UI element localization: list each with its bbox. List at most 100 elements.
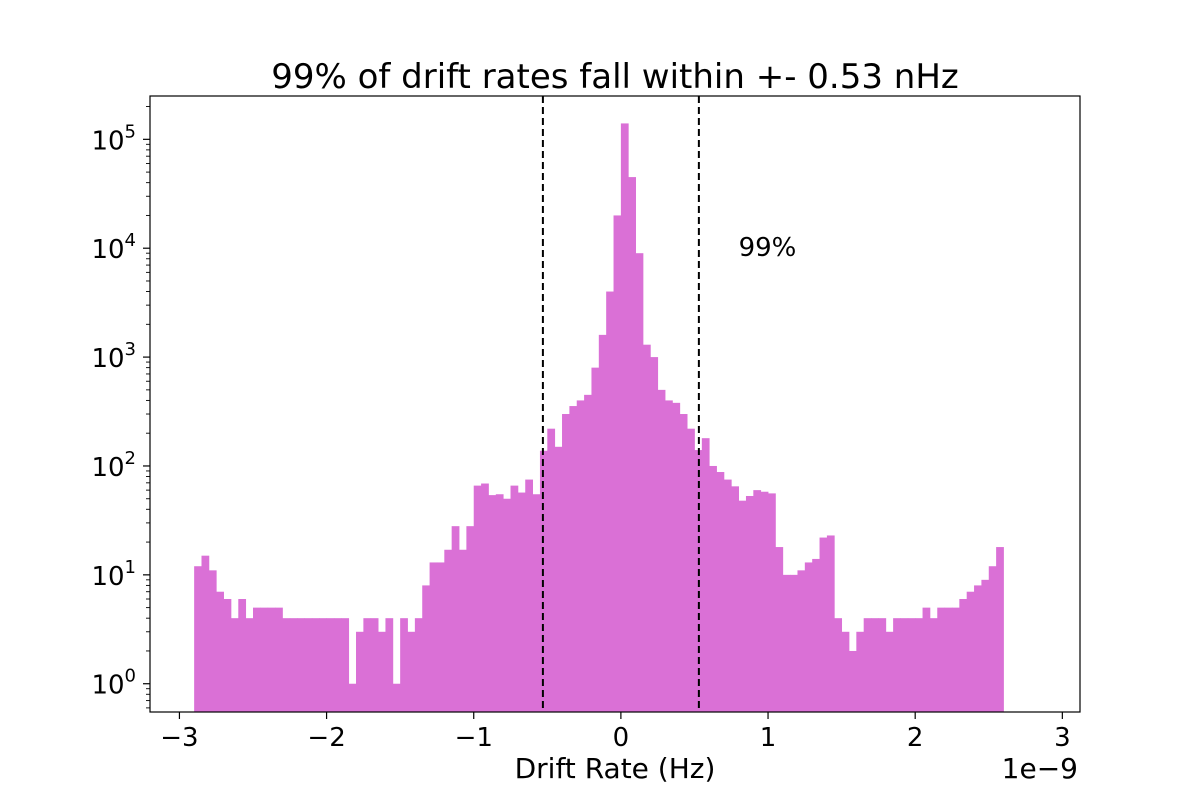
histogram-bar [988,566,997,712]
histogram-bar [709,465,717,712]
histogram-bar [392,683,401,712]
histogram-bar [400,618,408,712]
histogram-bar [812,558,820,712]
histogram-bar [194,566,202,712]
y-axis-ticks: 100 101 102 103 104 105 [91,106,150,709]
histogram-bar [819,537,828,712]
histogram-bar [790,574,798,712]
y-tick-label: 100 [91,666,136,701]
histogram-bar [289,618,298,712]
histogram-bar [245,618,254,712]
histogram-bar [341,618,350,712]
histogram-bar [230,618,239,712]
x-tick-label: −1 [455,723,493,753]
x-tick-label: 1 [760,723,777,753]
histogram-bar [459,549,467,712]
x-tick-label: 0 [613,723,630,753]
histogram-bar [804,562,813,712]
histogram-bar [760,491,769,712]
histogram-bar [723,479,732,712]
histogram-bar [657,389,666,712]
histogram-bar [223,599,232,712]
histogram-bar [944,607,953,712]
histogram-bar [826,535,835,712]
histogram-bar [216,591,224,712]
histogram-bar [201,555,210,712]
histogram-bar [385,618,394,712]
histogram-bar [282,618,291,712]
histogram-bar [753,490,762,712]
histogram-bar [959,599,968,712]
x-axis-label: Drift Rate (Hz) [515,752,716,785]
histogram-bar [929,618,938,712]
histogram-bar [547,428,556,712]
histogram-bars [194,123,1004,713]
histogram-bar [650,357,659,712]
histogram-bar [878,618,887,712]
histogram-bar [576,400,585,712]
histogram-bar [863,618,872,712]
histogram-bar [407,631,416,712]
histogram-bar [856,631,865,712]
histogram-bar [473,485,482,712]
histogram-bar [356,631,364,712]
histogram-bar [569,406,578,712]
histogram-bar [841,631,850,712]
histogram-bar [782,574,791,712]
histogram-bar [834,618,843,712]
histogram-bar [304,618,313,712]
histogram-bar [488,495,497,712]
histogram-bar [348,683,357,712]
histogram-bar [598,334,607,712]
histogram-bar [311,618,320,712]
x-tick-label: −3 [160,723,198,753]
histogram-bar [422,585,430,712]
histogram-bar [687,428,695,712]
histogram-bar [238,599,247,712]
histogram-bar [768,493,776,712]
histogram-bar [319,618,327,712]
histogram-bar [613,215,622,713]
histogram-bar [628,177,637,713]
x-axis-ticks: −3 −2 −1 0 1 2 3 [160,712,1071,753]
histogram-bar [444,549,453,712]
histogram-bar [893,618,901,712]
histogram-bar [554,446,563,712]
histogram-bar [378,631,386,712]
histogram-bar [414,618,423,712]
histogram-bar [797,570,806,712]
histogram-bar [436,562,445,712]
histogram-bar [562,414,570,712]
histogram-bar [503,498,511,712]
histogram-bar [532,494,541,712]
threshold-lines [541,96,700,712]
histogram-bar [481,483,489,712]
histogram-bar [951,607,960,712]
histogram-bar [517,492,526,712]
histogram-bar [642,344,651,712]
histogram-bar [885,631,894,712]
histogram-bar [981,579,990,712]
histogram-bar [738,500,747,712]
histogram-bar [672,402,681,712]
histogram-bar [996,547,1004,712]
histogram-bar [275,607,283,712]
histogram-bar [871,618,879,712]
histogram-bar [370,618,379,712]
x-axis-offset-label: 1e−9 [1002,752,1078,785]
histogram-bar [466,526,475,712]
histogram-bar [775,547,784,712]
y-tick-label: 102 [91,448,136,483]
y-tick-label: 103 [91,339,136,374]
histogram-bar [907,618,916,712]
histogram-bar [525,479,533,712]
histogram-bar [584,394,592,712]
histogram-bar [620,123,629,712]
histogram-bar [635,253,644,712]
histogram-bar [267,607,276,712]
histogram-bar [974,585,982,712]
axes-frame [149,95,1081,713]
histogram-bar [297,618,305,712]
histogram-bar [429,562,438,712]
histogram-bar [731,486,740,712]
